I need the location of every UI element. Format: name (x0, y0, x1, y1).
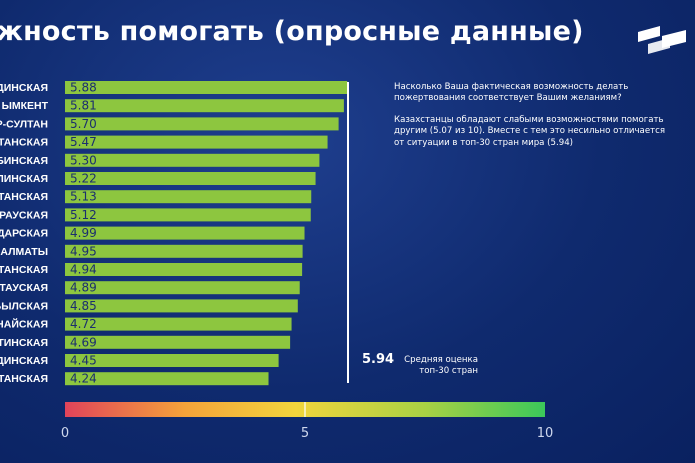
category-label: БИНСКАЯ (0, 155, 48, 167)
bar-value-label: 4.99 (70, 226, 97, 240)
category-label: АЛМАТЫ (0, 246, 48, 258)
bar-value-label: 4.45 (70, 354, 97, 368)
category-label: ДИНСКАЯ (0, 355, 48, 367)
category-label: РАУСКАЯ (0, 209, 48, 221)
category-label: ЫМКЕНТ (2, 100, 49, 112)
bar-15 (65, 335, 291, 349)
category-label: НАЙСКАЯ (0, 318, 48, 331)
benchmark-value: 5.94 (362, 352, 395, 367)
category-label: ЛИНСКАЯ (0, 173, 48, 185)
bar-17 (65, 372, 269, 386)
bar-value-label: 5.70 (70, 117, 97, 131)
info-question: Насколько Ваша фактическая возможность д… (394, 82, 629, 104)
bar-6 (65, 172, 316, 185)
category-label: Р-СУЛТАН (0, 118, 48, 130)
bar-7 (65, 190, 312, 204)
bar-value-label: 4.24 (70, 372, 97, 386)
benchmark-caption-line1: Средняя оценка (404, 355, 478, 365)
tick-label: 0 (61, 426, 69, 441)
bar-12 (65, 281, 300, 295)
bar-2 (65, 99, 344, 113)
category-label: СТАНСКАЯ (0, 137, 48, 149)
bar-14 (65, 317, 292, 331)
category-label: СТАУСКАЯ (0, 282, 48, 294)
bar-9 (65, 226, 305, 240)
bar-value-label: 5.22 (70, 172, 97, 186)
bar-value-label: 5.81 (70, 99, 97, 113)
category-label: СТАНСКАЯ (0, 264, 48, 276)
bar-3 (65, 117, 339, 131)
bar-value-label: 4.69 (70, 335, 97, 349)
bar-value-label: 4.95 (70, 244, 97, 258)
bar-value-label: 4.89 (70, 281, 97, 295)
bar-13 (65, 299, 298, 313)
category-label: СТАНСКАЯ (0, 373, 48, 385)
category-label: ДИНСКАЯ (0, 82, 48, 94)
info-panel: Насколько Ваша фактическая возможность д… (394, 82, 674, 159)
bar-1 (65, 81, 348, 94)
category-label: БЫЛСКАЯ (0, 300, 48, 312)
page-title: жность помогать (опросные данные) (0, 16, 584, 47)
bar-8 (65, 208, 311, 222)
category-label: ТИНСКАЯ (0, 337, 48, 349)
category-label: СТАНСКАЯ (0, 191, 48, 203)
bar-value-label: 4.85 (70, 299, 97, 313)
bar-5 (65, 153, 320, 167)
tick-label: 5 (301, 426, 309, 441)
logo-icon (638, 26, 686, 54)
bar-value-label: 5.30 (70, 153, 97, 167)
bar-value-label: 4.72 (70, 317, 97, 331)
bar-4 (65, 135, 328, 149)
bar-value-label: 5.13 (70, 190, 97, 204)
bar-11 (65, 263, 303, 276)
info-finding: Казахстанцы обладают слабыми возможностя… (394, 114, 666, 148)
bar-10 (65, 244, 303, 258)
category-label: ДАРСКАЯ (0, 228, 48, 240)
bar-value-label: 5.47 (70, 135, 97, 149)
benchmark-caption-line2: топ-30 стран (419, 366, 478, 376)
bar-value-label: 4.94 (70, 263, 97, 277)
bar-16 (65, 354, 279, 367)
benchmark-caption: Средняя оценка топ-30 стран (392, 355, 478, 377)
bar-value-label: 5.12 (70, 208, 97, 222)
bar-value-label: 5.88 (70, 81, 97, 95)
tick-label: 10 (537, 426, 554, 441)
